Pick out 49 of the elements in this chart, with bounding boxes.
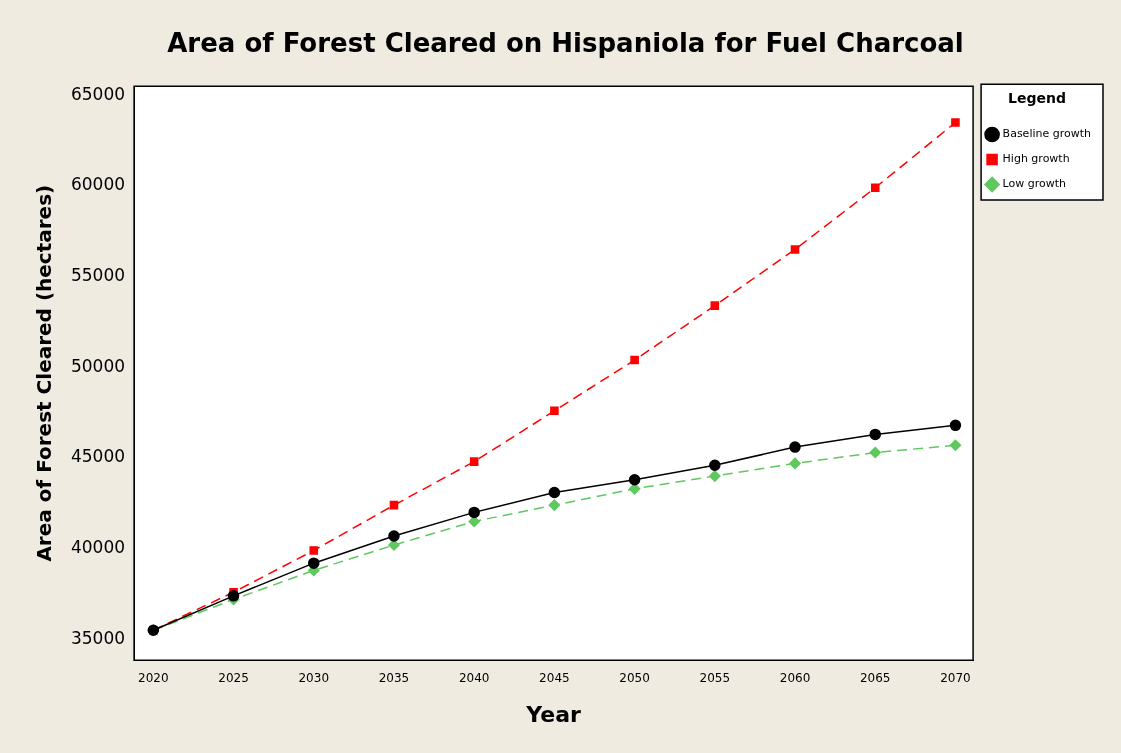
y-tick-label: 55000 <box>70 265 126 286</box>
y-tick-label: 50000 <box>70 355 126 376</box>
x-tick-label: 2065 <box>859 670 891 685</box>
point <box>550 406 559 416</box>
x-tick-label: 2055 <box>699 670 731 685</box>
x-tick-label: 2050 <box>619 670 650 685</box>
point <box>790 245 800 254</box>
point <box>388 530 400 542</box>
point <box>469 457 479 466</box>
point <box>389 500 399 510</box>
x-tick-label: 2040 <box>458 670 490 685</box>
legend-label: High growth <box>1002 152 1070 166</box>
point <box>870 183 880 193</box>
point <box>789 441 801 453</box>
point <box>628 474 641 486</box>
point <box>548 499 561 511</box>
chart-title: Area of Forest Cleared on Hispaniola for Fuel Charcoal <box>167 28 964 59</box>
y-tick-label: 45000 <box>70 446 126 467</box>
x-tick-label: 2020 <box>138 670 169 685</box>
point <box>630 355 639 365</box>
legend-title: Legend <box>1008 89 1067 106</box>
y-axis-title: Area of Forest Cleared (hectares) <box>32 184 57 562</box>
y-tick-label: 40000 <box>70 537 126 558</box>
x-tick-label: 2025 <box>218 670 249 685</box>
point <box>949 419 962 432</box>
y-tick-label: 60000 <box>70 174 126 195</box>
x-tick-label: 2060 <box>779 670 811 685</box>
point <box>710 301 720 310</box>
point <box>869 428 881 441</box>
x-tick-label: 2030 <box>298 670 330 685</box>
point <box>468 506 480 519</box>
point <box>548 486 561 499</box>
point <box>709 470 721 482</box>
point <box>227 590 240 602</box>
point <box>869 446 881 459</box>
x-axis-title: Year <box>525 701 581 727</box>
y-tick-label: 35000 <box>70 627 126 648</box>
x-tick-label: 2035 <box>378 670 410 685</box>
point <box>789 457 801 470</box>
x-tick-label: 2045 <box>539 670 570 685</box>
point <box>949 439 962 452</box>
point <box>951 118 960 127</box>
y-tick-label: 65000 <box>70 83 126 104</box>
legend-label: Baseline growth <box>1002 127 1092 141</box>
x-tick-label: 2070 <box>940 670 971 685</box>
point <box>709 459 721 471</box>
legend-label: Low growth <box>1002 177 1067 191</box>
point <box>309 546 319 555</box>
point <box>308 557 320 569</box>
